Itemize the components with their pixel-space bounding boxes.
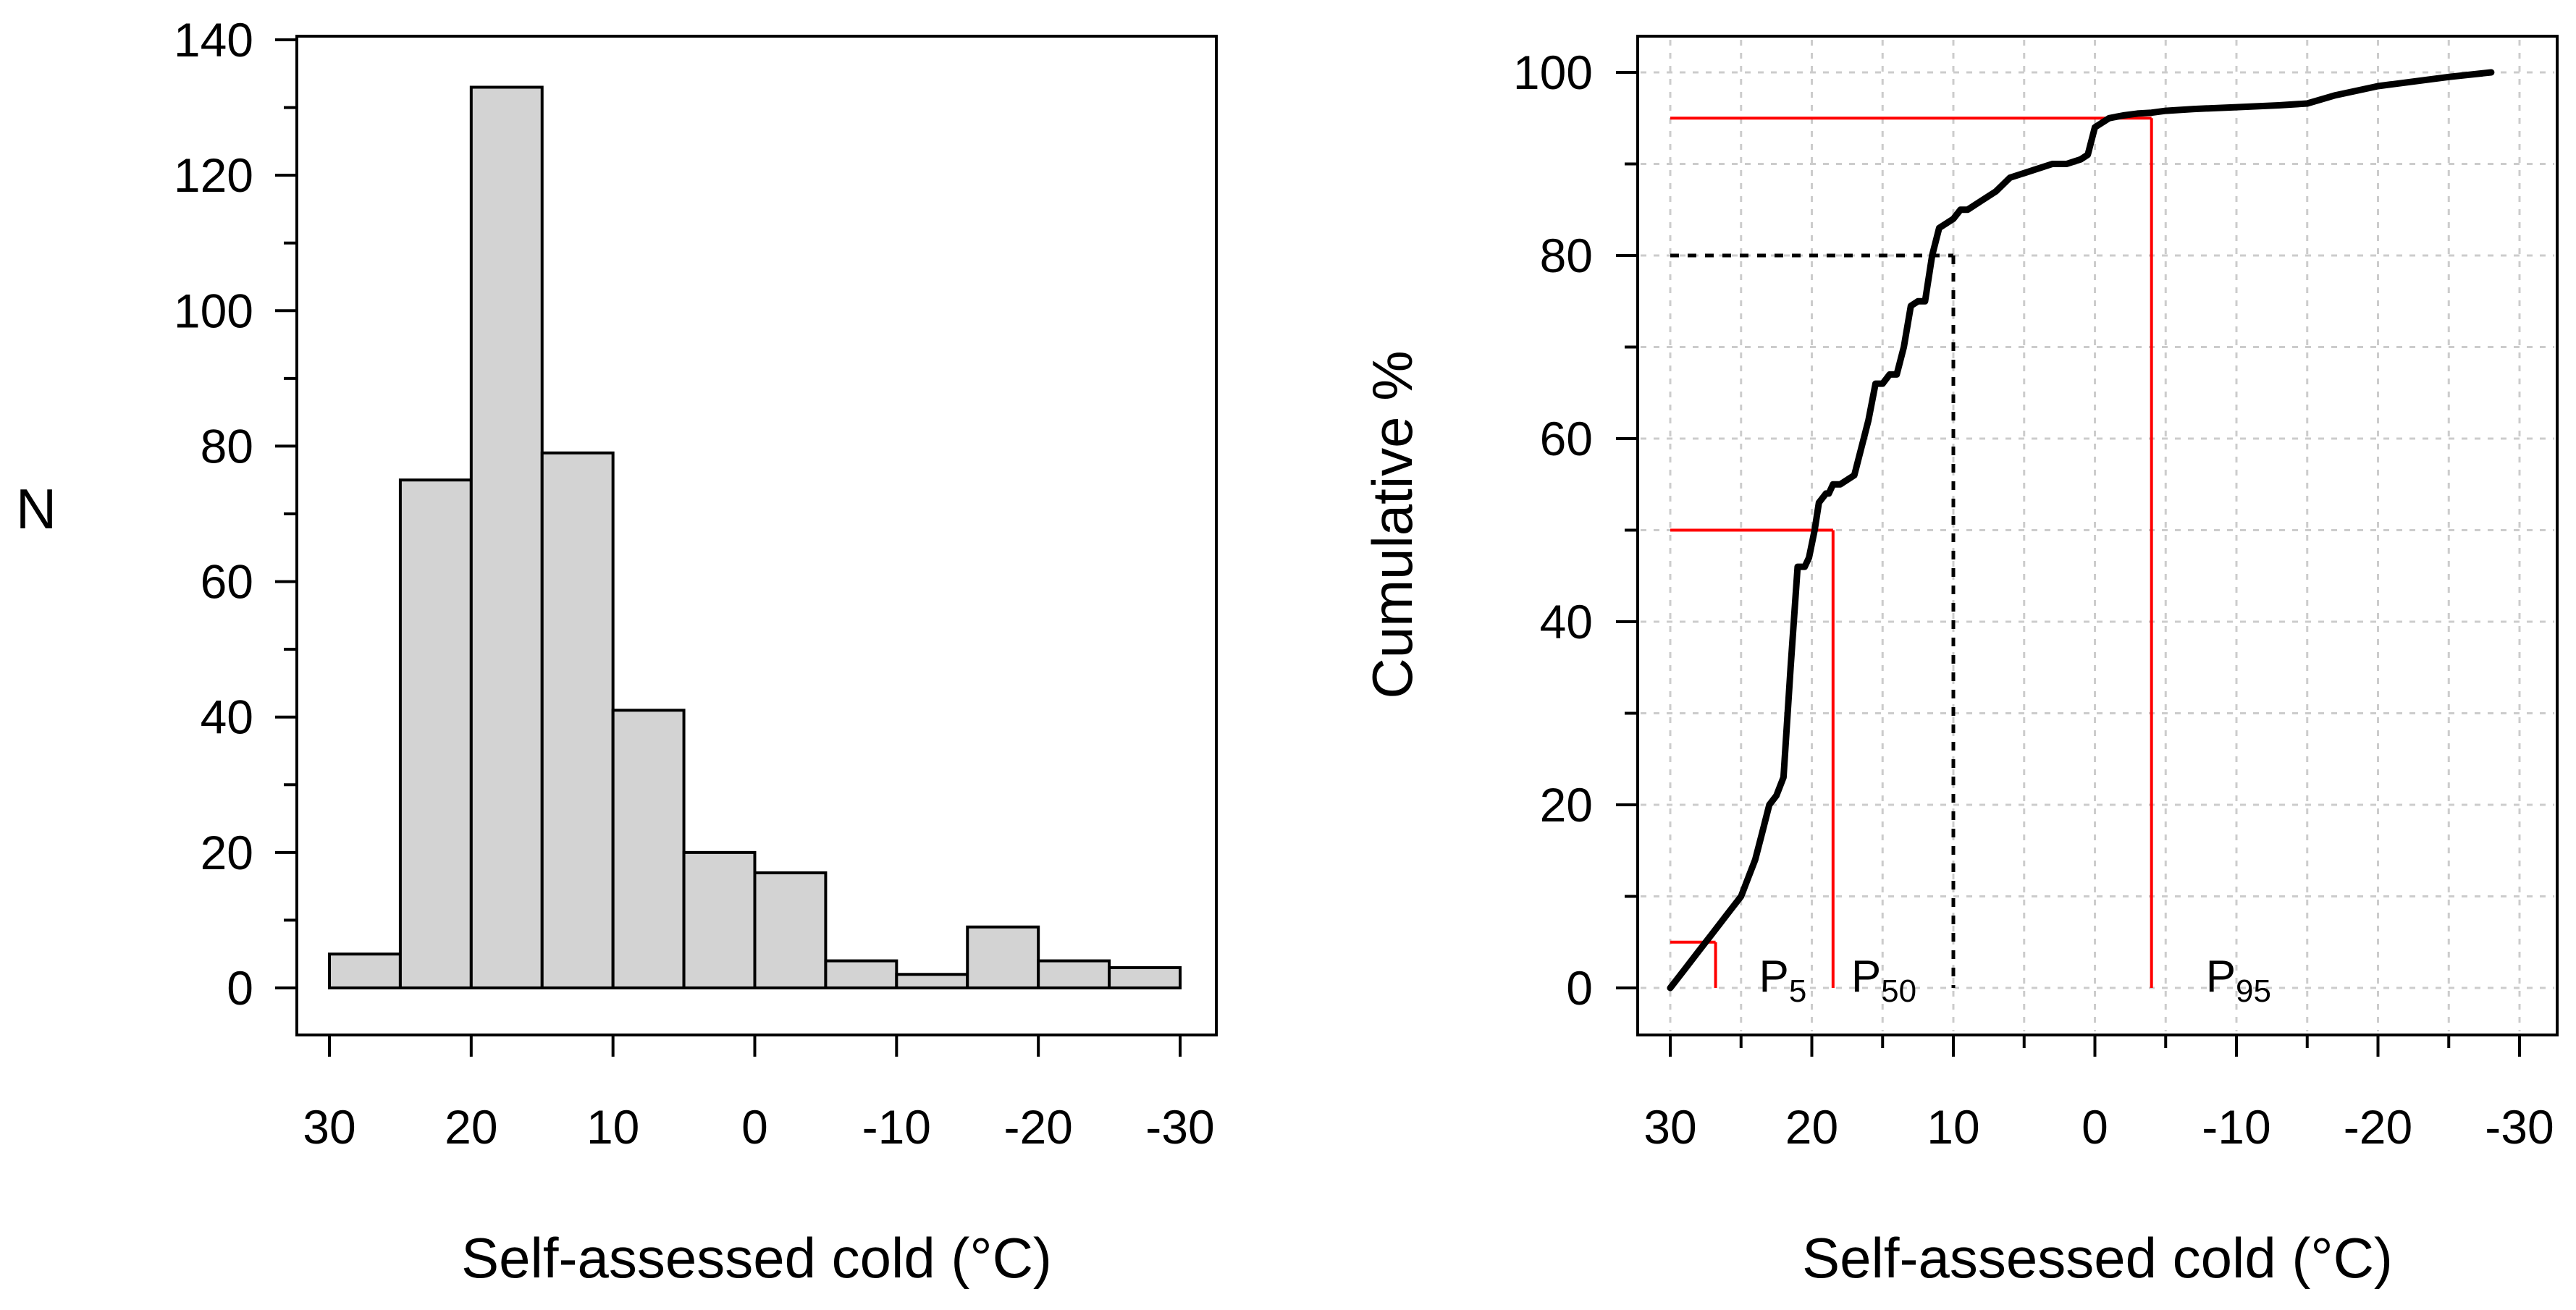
histogram-bar <box>611 709 686 989</box>
y-tick-label: 40 <box>201 690 253 744</box>
x-tick-label: -10 <box>2202 1100 2270 1154</box>
cumulative-x-axis: 30 20 10 0 -10 -20 -30 <box>1643 1035 2554 1154</box>
histogram-bar <box>824 959 898 989</box>
histogram-x-axis-title: Self-assessed cold (°C) <box>461 1226 1052 1290</box>
x-tick-label: 20 <box>445 1100 497 1154</box>
x-tick-label: -20 <box>1003 1100 1072 1154</box>
percentile-label: P95 <box>2206 952 2271 1009</box>
x-tick-label: 10 <box>586 1100 639 1154</box>
y-tick-label: 140 <box>174 13 253 67</box>
cumulative-y-axis-title: Cumulative % <box>1360 350 1424 698</box>
histogram-y-axis: 0 20 40 60 80 100 120 140 <box>174 13 297 1015</box>
x-tick-label: 30 <box>303 1100 355 1154</box>
histogram-bar <box>895 973 969 990</box>
x-tick-label: 30 <box>1643 1100 1696 1154</box>
y-tick-label: 80 <box>201 419 253 473</box>
y-tick-label: 60 <box>1540 412 1593 465</box>
y-tick-label: 100 <box>1513 46 1593 99</box>
cumulative-y-axis: 0 20 40 60 80 100 <box>1513 46 1638 1015</box>
histogram-x-axis: 30 20 10 0 -10 -20 -30 <box>303 1035 1215 1154</box>
cumulative-x-axis-title: Self-assessed cold (°C) <box>1802 1226 2393 1290</box>
histogram-bar <box>1037 959 1111 989</box>
cumulative-grid <box>1641 40 2554 1031</box>
percentile-label: P5 <box>1759 952 1807 1009</box>
cumulative-curve <box>1667 69 2495 992</box>
y-tick-label: 120 <box>174 148 253 202</box>
x-tick-label: 10 <box>1927 1100 1979 1154</box>
histogram-bars <box>328 85 1182 990</box>
histogram-bar <box>469 85 544 989</box>
reference-80-percent <box>1670 253 1956 988</box>
y-tick-label: 20 <box>201 826 253 879</box>
x-tick-label: 0 <box>2082 1100 2108 1154</box>
y-tick-label: 0 <box>1566 961 1593 1015</box>
y-tick-label: 40 <box>1540 595 1593 648</box>
histogram-bar <box>966 925 1040 990</box>
y-tick-label: 100 <box>174 284 253 337</box>
histogram-bar <box>398 478 473 989</box>
histogram-bar <box>1108 965 1182 990</box>
x-tick-label: 20 <box>1785 1100 1838 1154</box>
x-tick-label: -30 <box>1145 1100 1214 1154</box>
y-tick-label: 60 <box>201 555 253 609</box>
y-tick-label: 80 <box>1540 229 1593 282</box>
histogram-bar <box>328 952 402 989</box>
percentile-label: P50 <box>1851 952 1916 1009</box>
histogram-bar <box>753 871 828 990</box>
histogram-plot-frame <box>295 35 1218 1036</box>
histogram-bar <box>682 850 757 990</box>
y-tick-label: 20 <box>1540 778 1593 832</box>
histogram-bar <box>540 451 615 989</box>
histogram-y-axis-title: N <box>16 477 56 541</box>
percentile-markers: P5 P50 P95 <box>1670 117 2271 1009</box>
x-tick-label: -20 <box>2344 1100 2412 1154</box>
cumulative-plot-frame <box>1636 35 2559 1036</box>
x-tick-label: 0 <box>741 1100 768 1154</box>
x-tick-label: -10 <box>862 1100 931 1154</box>
y-tick-label: 0 <box>227 961 253 1015</box>
x-tick-label: -30 <box>2485 1100 2554 1154</box>
